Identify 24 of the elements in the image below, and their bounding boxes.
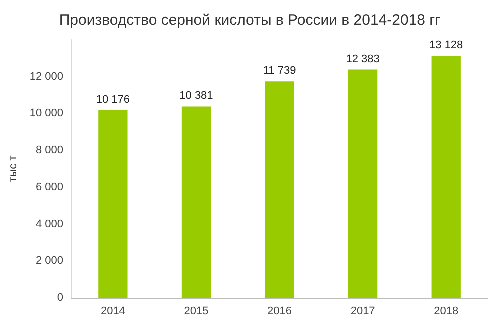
- data-label: 10 176: [96, 94, 130, 106]
- x-tick-label: 2015: [184, 306, 209, 318]
- x-tick-label: 2017: [350, 306, 376, 318]
- y-tick-label: 0: [57, 292, 64, 304]
- y-tick-label: 4 000: [36, 218, 64, 230]
- x-tick-label: 2018: [434, 306, 459, 318]
- bar: [182, 106, 212, 298]
- bar: [98, 110, 128, 298]
- y-tick-label: 6 000: [36, 181, 64, 194]
- bar: [348, 70, 378, 298]
- y-tick-label: 12 000: [30, 70, 64, 83]
- bar: [432, 56, 461, 298]
- chart-title: Производство серной кислоты в России в 2014-2018 гг: [59, 12, 442, 29]
- y-tick-label: 10 000: [30, 108, 64, 120]
- data-label: 11 739: [263, 65, 296, 78]
- data-label: 13 128: [430, 40, 464, 52]
- y-tick-label: 2 000: [36, 255, 64, 268]
- y-tick-label: 8 000: [36, 144, 64, 157]
- bar: [265, 82, 294, 298]
- y-axis-title: тыс т: [8, 156, 20, 182]
- data-label: 12 383: [346, 53, 380, 66]
- x-tick-label: 2016: [268, 306, 292, 318]
- data-label: 10 381: [180, 90, 214, 102]
- x-tick-label: 2014: [100, 306, 126, 318]
